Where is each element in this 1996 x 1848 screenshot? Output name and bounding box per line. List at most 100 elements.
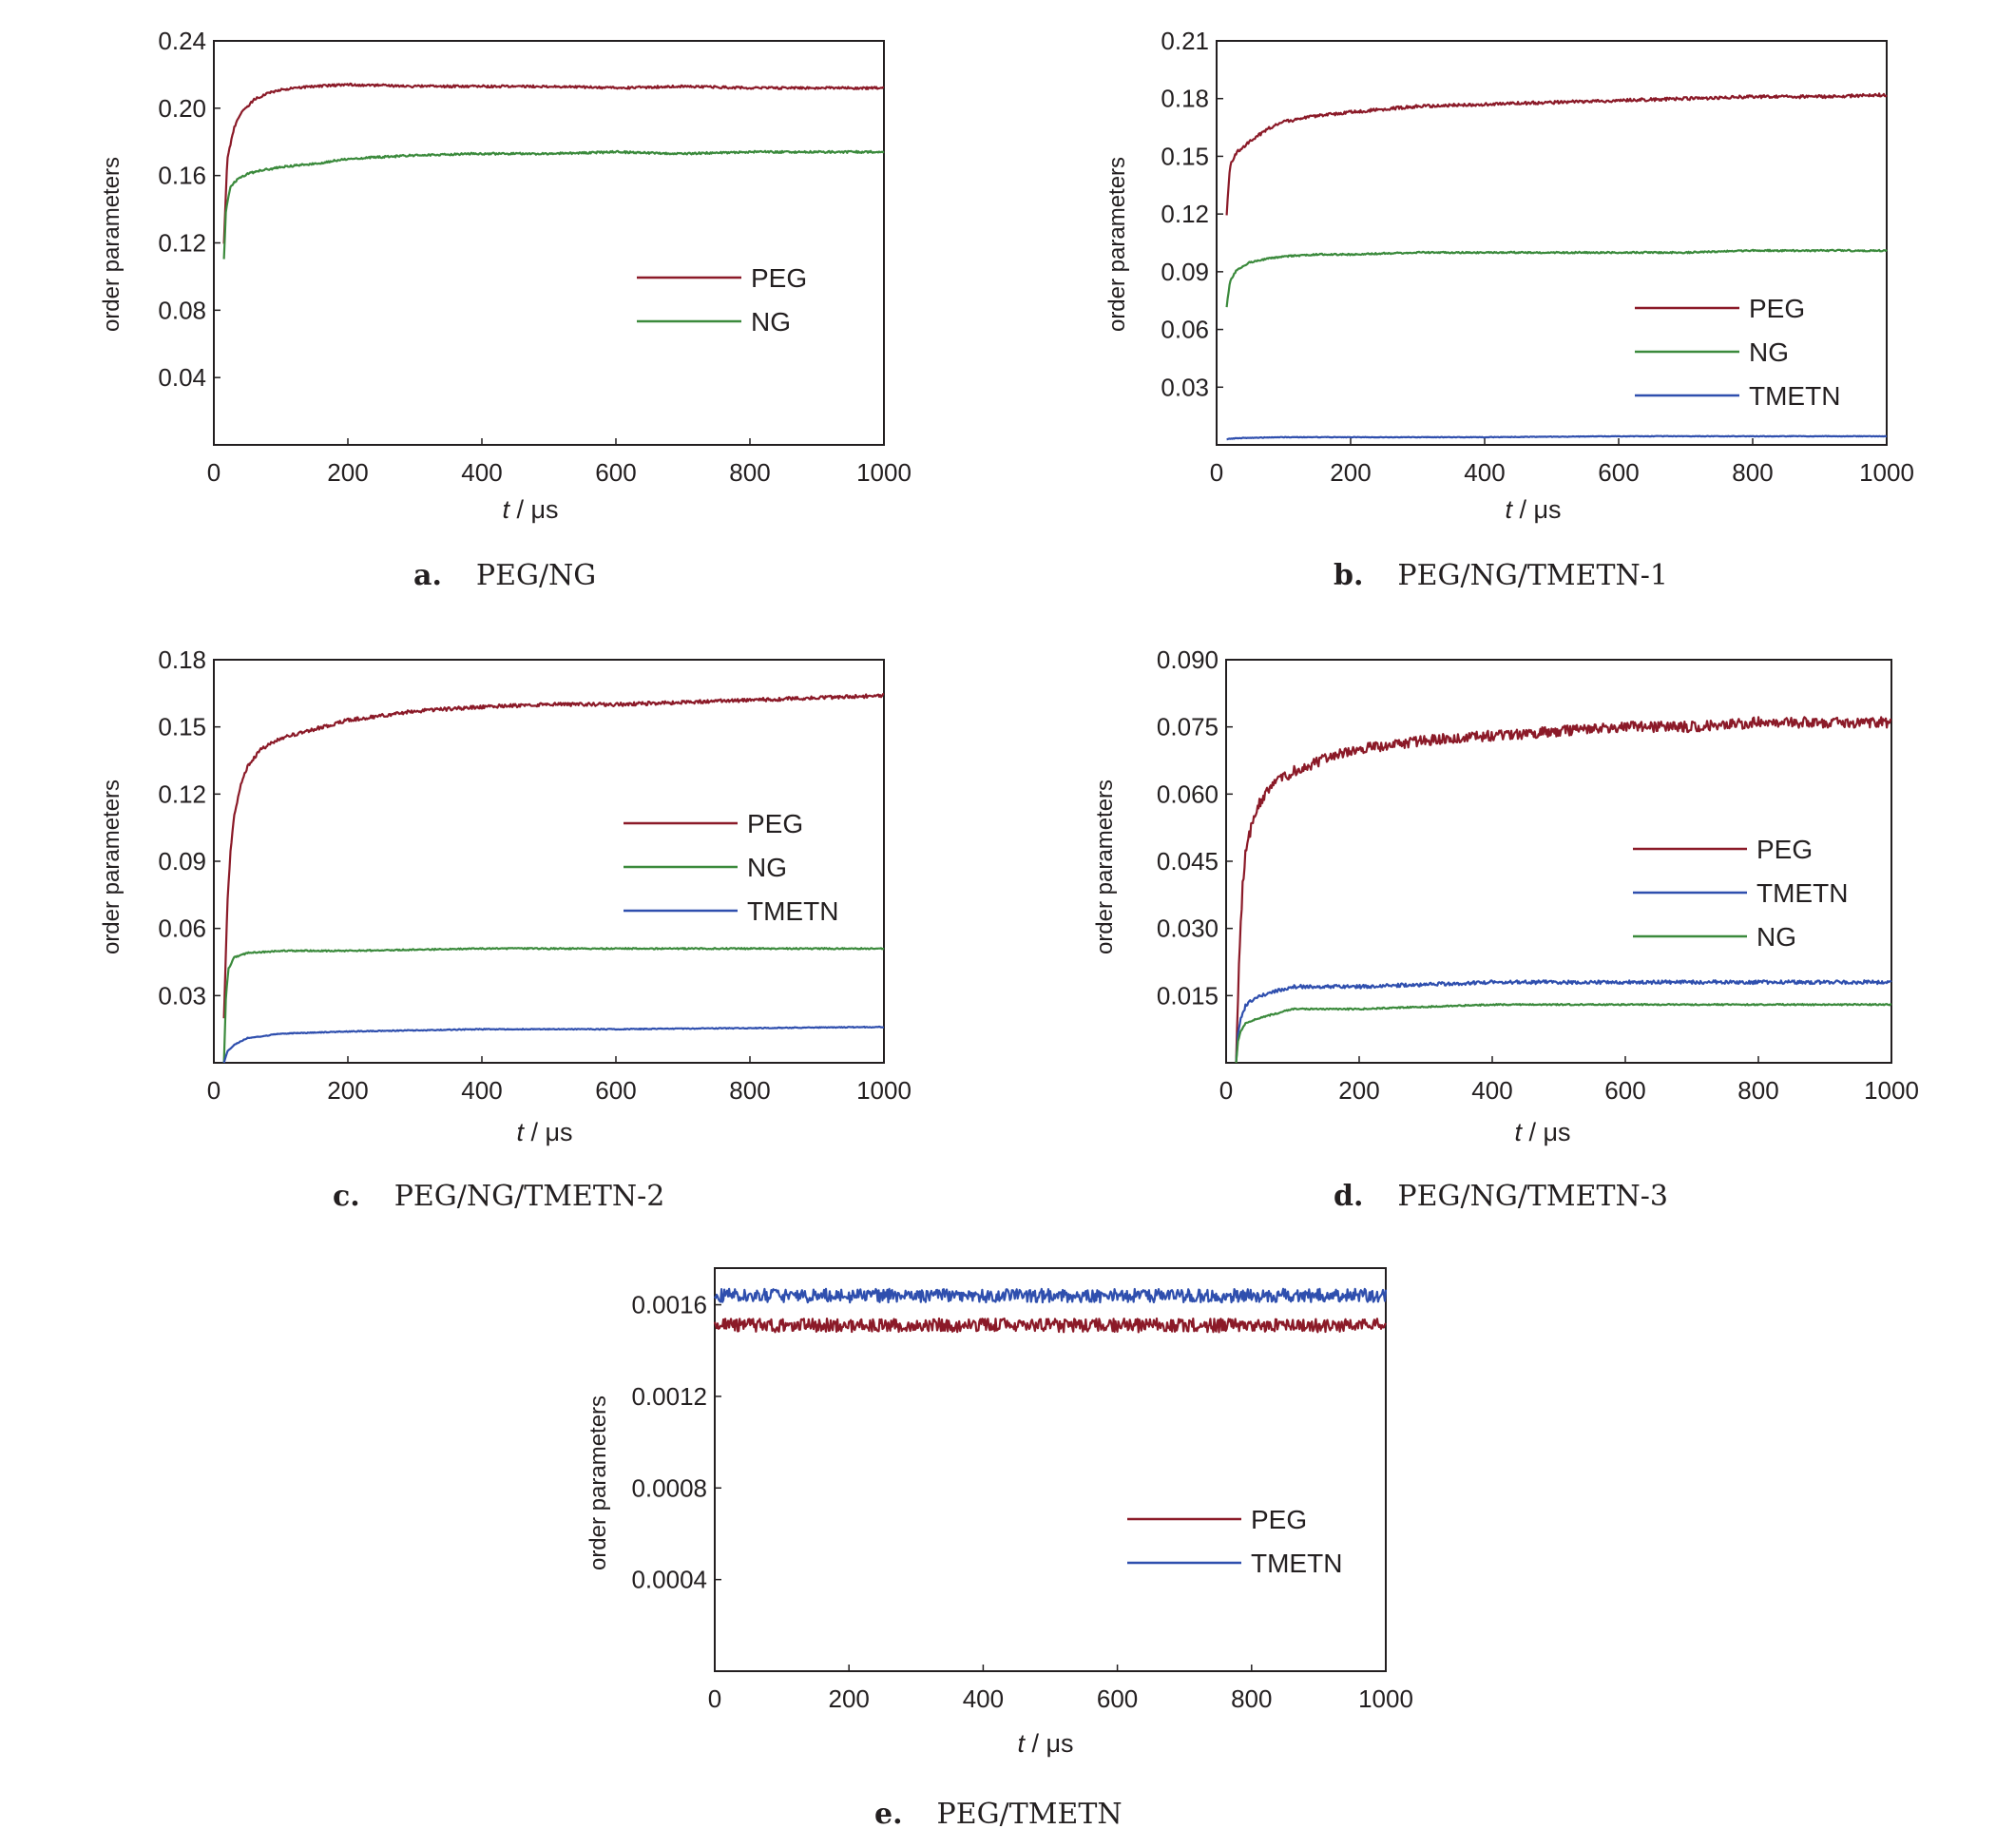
y-tick-label-c: 0.15 <box>158 713 206 741</box>
x-tick-label-b: 1000 <box>1859 458 1914 487</box>
x-tick-label-a: 200 <box>327 458 368 487</box>
y-tick-label-a: 0.16 <box>158 162 206 190</box>
panel-a: 0 200 400 600 800 1000 0.04 0.08 0.12 0.16 0.20 0.2… <box>99 27 912 592</box>
ylabel-d: order parameters <box>1092 780 1118 954</box>
legend-label-ng-c: NG <box>747 853 787 882</box>
xlabel-c-unit: / μs <box>524 1118 573 1146</box>
plot-area-e: 0 200 400 600 800 1000 0.0004 0.0008 0.0012 0.001… <box>631 1267 1413 1713</box>
legend-label-tmetn-b: TMETN <box>1749 381 1840 411</box>
legend-label-ng-d: NG <box>1756 922 1796 952</box>
plot-area-d: 0 200 400 600 800 1000 0.015 0.030 0.045 0.060 0.0… <box>1157 645 1919 1105</box>
xlabel-d: t / μs <box>1514 1118 1570 1146</box>
caption-b: b. PEG/NG/TMETN-1 <box>1334 559 1668 592</box>
y-tick-label-a: 0.24 <box>158 27 206 55</box>
y-tick-label-e: 0.0012 <box>631 1382 707 1411</box>
y-tick-label-b: 0.15 <box>1161 142 1209 170</box>
x-tick-label-a: 0 <box>207 458 221 487</box>
caption-b-text: PEG/NG/TMETN-1 <box>1397 559 1668 592</box>
plot-frame-e <box>714 1267 1387 1672</box>
caption-d-text: PEG/NG/TMETN-3 <box>1397 1180 1668 1213</box>
panel-c: 0 200 400 600 800 1000 0.03 0.06 0.09 0.12 0.15 0.1… <box>99 645 912 1213</box>
caption-d-letter: d. <box>1334 1180 1363 1213</box>
y-tick-label-a: 0.04 <box>158 363 206 392</box>
ylabel-a: order parameters <box>99 157 125 332</box>
series-line-tmetn-c <box>222 1025 885 1064</box>
x-tick-label-b: 200 <box>1330 458 1371 487</box>
xlabel-a: t / μs <box>502 495 558 524</box>
y-tick-label-c: 0.06 <box>158 914 206 943</box>
y-tick-label-c: 0.03 <box>158 981 206 1010</box>
legend-label-peg-c: PEG <box>747 809 803 838</box>
xlabel-c-italic: t <box>516 1118 525 1146</box>
plot-area-c: 0 200 400 600 800 1000 0.03 0.06 0.09 0.12 0.15 0.1… <box>158 645 912 1105</box>
xlabel-e-unit: / μs <box>1025 1729 1074 1758</box>
x-tick-label-e: 1000 <box>1358 1684 1413 1713</box>
legend-label-tmetn-c: TMETN <box>747 896 838 926</box>
x-tick-label-e: 400 <box>963 1684 1004 1713</box>
y-tick-label-d: 0.030 <box>1157 914 1219 943</box>
y-tick-label-b: 0.12 <box>1161 200 1209 228</box>
panel-d: 0 200 400 600 800 1000 0.015 0.030 0.045 0.060 0.0… <box>1092 645 1919 1213</box>
x-tick-label-d: 400 <box>1471 1076 1512 1105</box>
series-line-tmetn-e <box>714 1287 1388 1304</box>
y-tick-label-c: 0.18 <box>158 645 206 674</box>
x-tick-label-c: 400 <box>461 1076 502 1105</box>
caption-e: e. PEG/TMETN <box>874 1798 1123 1831</box>
series-line-ng-d <box>1235 1002 1892 1064</box>
series-line-peg-a <box>222 82 885 244</box>
y-tick-label-c: 0.12 <box>158 780 206 808</box>
series-line-ng-c <box>222 947 885 1064</box>
x-tick-label-e: 600 <box>1097 1684 1138 1713</box>
series-line-ng-a <box>222 149 885 260</box>
series-line-peg-e <box>713 1317 1387 1334</box>
x-tick-label-b: 400 <box>1464 458 1505 487</box>
y-tick-label-b: 0.06 <box>1161 316 1209 344</box>
x-tick-label-d: 800 <box>1737 1076 1778 1105</box>
y-tick-label-d: 0.075 <box>1157 713 1219 741</box>
xlabel-e: t / μs <box>1017 1729 1073 1758</box>
x-tick-label-e: 800 <box>1231 1684 1272 1713</box>
y-tick-label-d: 0.060 <box>1157 780 1219 808</box>
x-tick-label-a: 400 <box>461 458 502 487</box>
xlabel-d-unit: / μs <box>1522 1118 1571 1146</box>
legend-label-tmetn-e: TMETN <box>1251 1549 1342 1578</box>
panel-e: 0 200 400 600 800 1000 0.0004 0.0008 0.0012 0.001… <box>585 1267 1413 1831</box>
y-tick-label-d: 0.090 <box>1157 645 1219 674</box>
plot-frame-b <box>1216 40 1888 446</box>
y-tick-label-e: 0.0016 <box>631 1291 707 1319</box>
x-tick-label-c: 0 <box>207 1076 221 1105</box>
panel-b: 0 200 400 600 800 1000 0.03 0.06 0.09 0.12 0.15 0.1… <box>1104 27 1914 592</box>
caption-e-text: PEG/TMETN <box>937 1798 1123 1831</box>
x-tick-label-c: 200 <box>327 1076 368 1105</box>
legend-label-ng-b: NG <box>1749 337 1789 367</box>
y-tick-label-e: 0.0008 <box>631 1473 707 1502</box>
y-tick-label-a: 0.12 <box>158 229 206 258</box>
xlabel-a-italic: t <box>502 495 510 524</box>
y-tick-label-b: 0.03 <box>1161 373 1209 401</box>
series-line-tmetn-d <box>1235 979 1892 1062</box>
legend-label-peg-b: PEG <box>1749 294 1805 323</box>
legend-label-peg-a: PEG <box>751 263 807 293</box>
caption-c-letter: c. <box>333 1180 360 1213</box>
plot-area-b: 0 200 400 600 800 1000 0.03 0.06 0.09 0.12 0.15 0.1… <box>1161 27 1914 487</box>
caption-a-text: PEG/NG <box>476 559 596 592</box>
y-tick-label-a: 0.20 <box>158 94 206 123</box>
x-tick-label-d: 200 <box>1338 1076 1379 1105</box>
xlabel-b-unit: / μs <box>1512 495 1562 524</box>
series-line-peg-d <box>1235 716 1892 1064</box>
y-tick-label-d: 0.045 <box>1157 847 1219 876</box>
caption-a-letter: a. <box>413 559 442 592</box>
x-tick-label-e: 0 <box>708 1684 721 1713</box>
y-tick-label-c: 0.09 <box>158 847 206 876</box>
caption-c: c. PEG/NG/TMETN-2 <box>333 1180 664 1213</box>
x-tick-label-b: 800 <box>1732 458 1773 487</box>
caption-b-letter: b. <box>1334 559 1363 592</box>
x-tick-label-c: 600 <box>595 1076 636 1105</box>
xlabel-d-italic: t <box>1514 1118 1523 1146</box>
caption-d: d. PEG/NG/TMETN-3 <box>1334 1180 1668 1213</box>
series-line-peg-c <box>222 692 885 1019</box>
legend-label-tmetn-d: TMETN <box>1756 878 1848 908</box>
ylabel-b: order parameters <box>1104 157 1130 332</box>
xlabel-e-italic: t <box>1017 1729 1026 1758</box>
